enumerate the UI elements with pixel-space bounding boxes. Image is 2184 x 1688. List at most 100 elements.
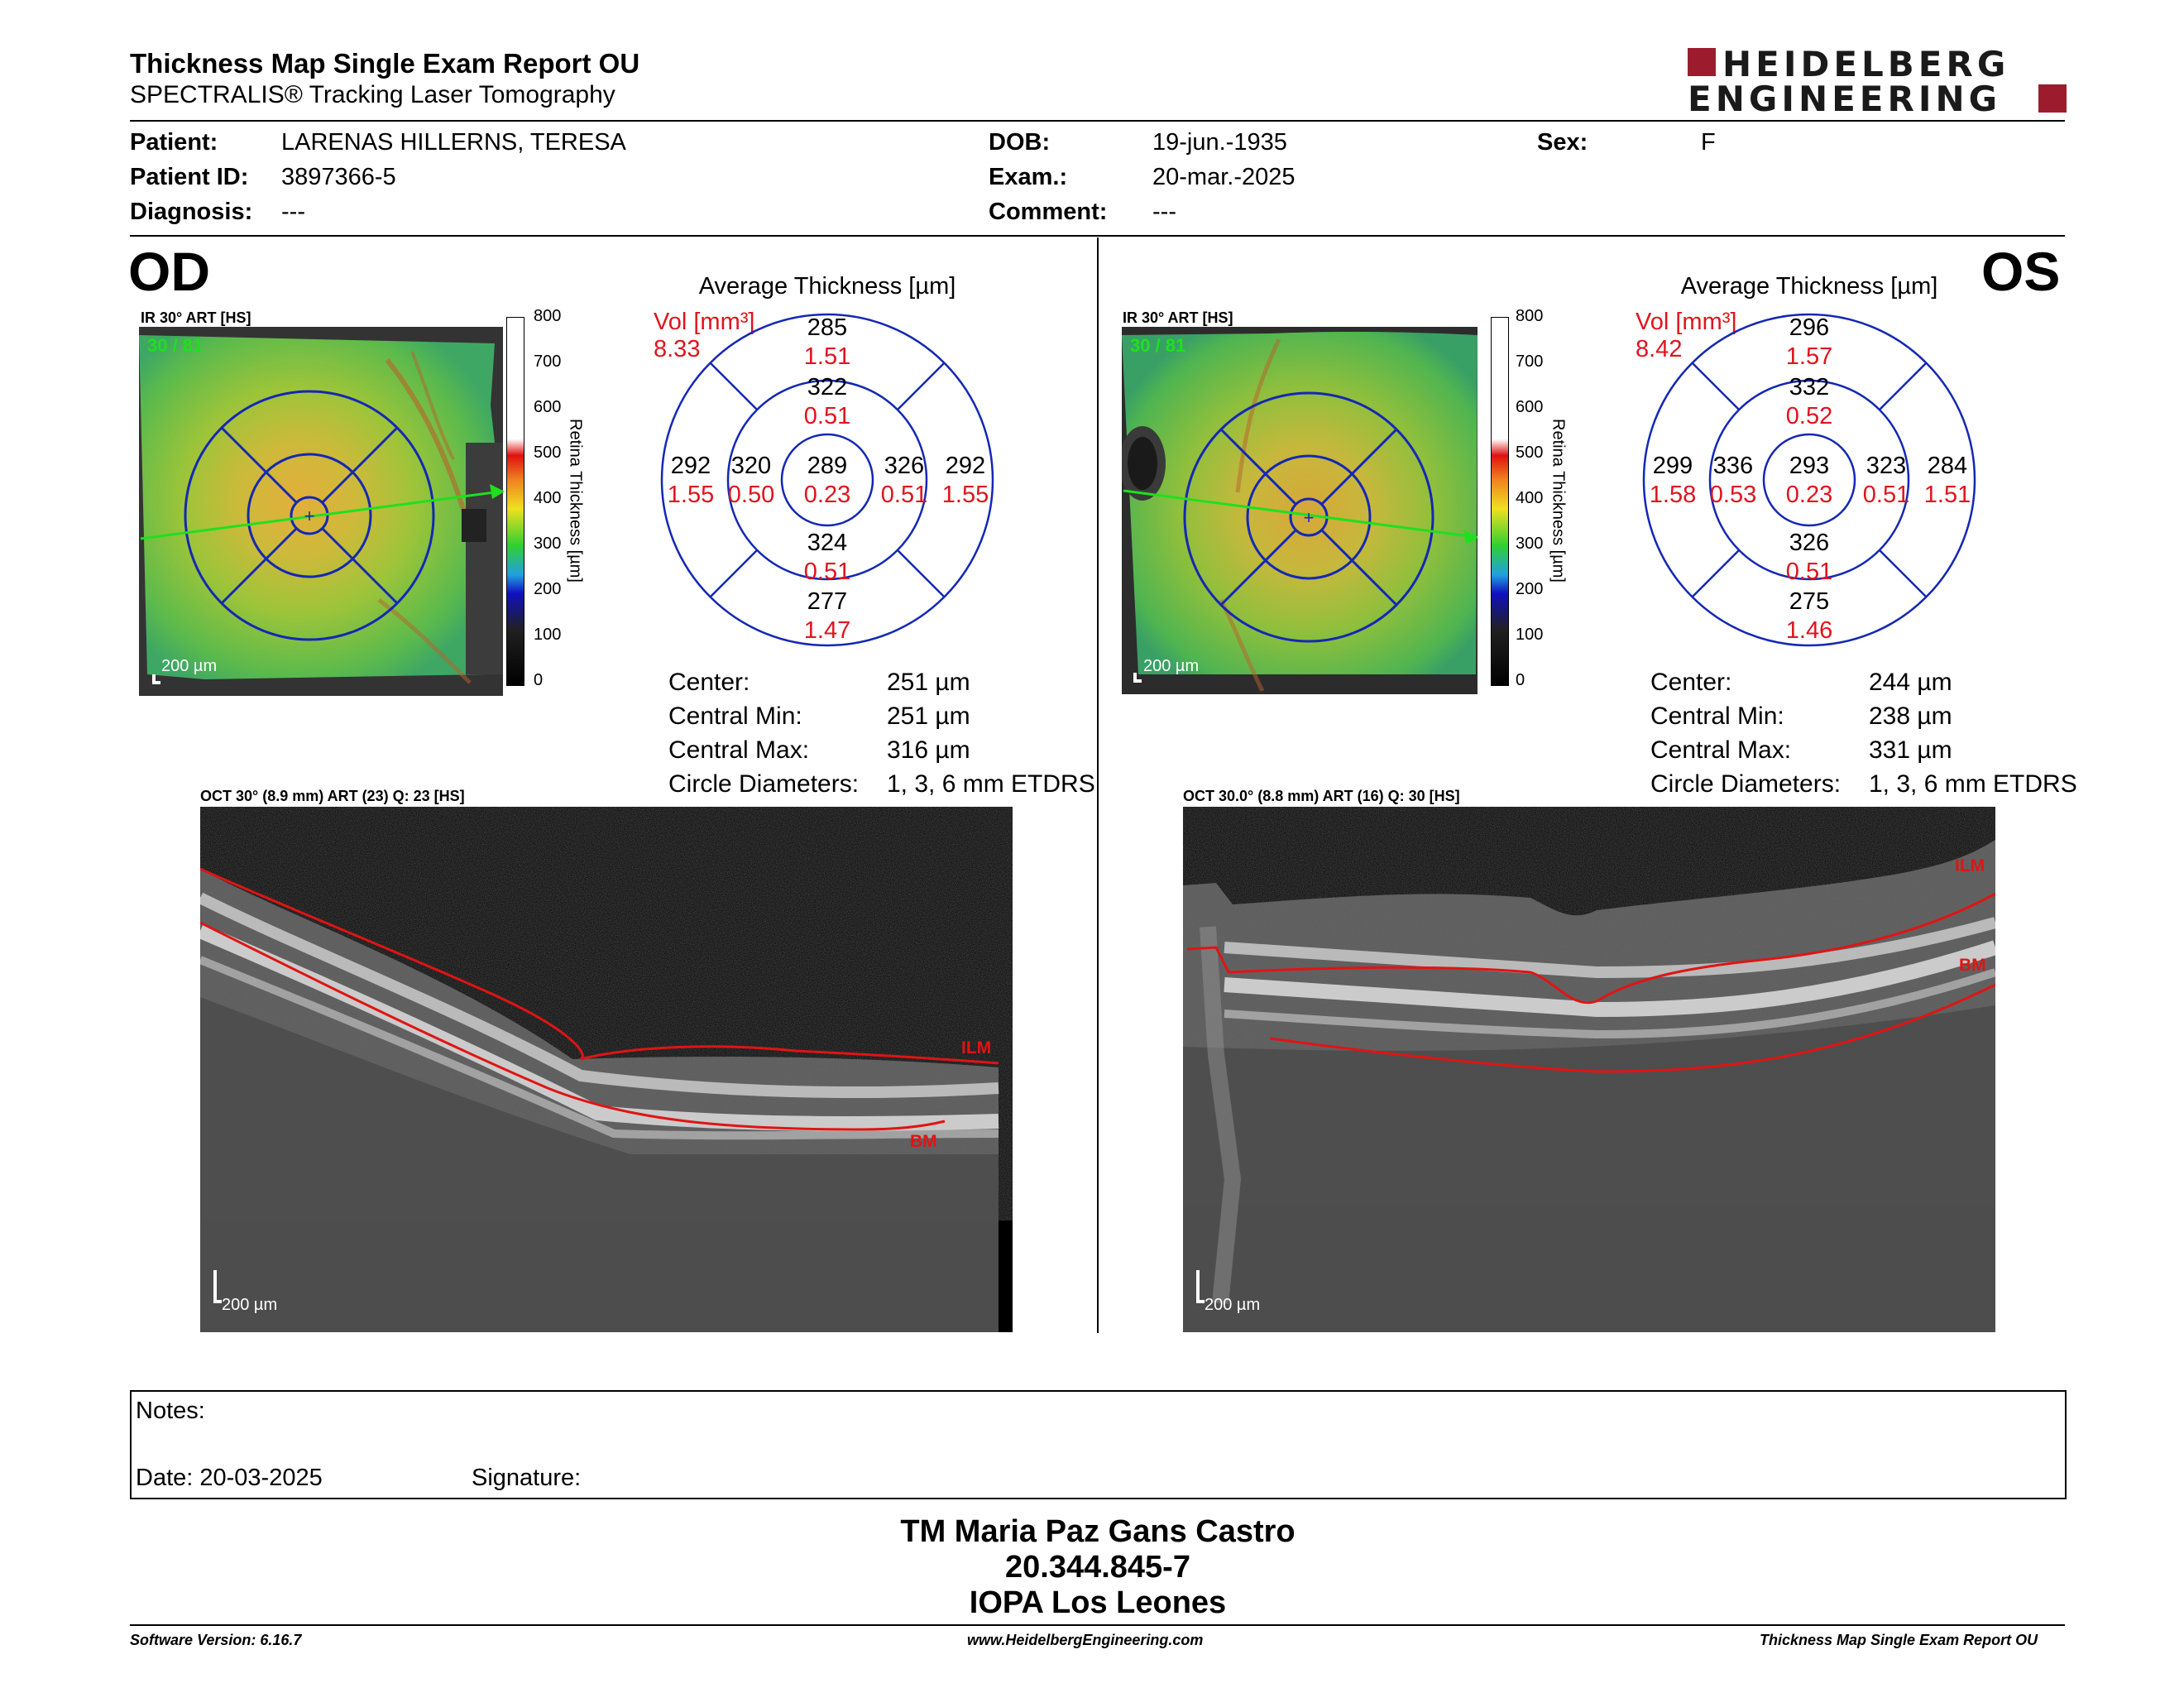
- od-oct-bscan: [200, 807, 1013, 1332]
- os-inner-temporal-volume: 0.51: [1862, 482, 1910, 508]
- od-max-label: Central Max:: [668, 736, 810, 764]
- od-bm-label: BM: [910, 1132, 937, 1151]
- od-outer-bottom-thickness: 277: [807, 588, 848, 615]
- website-link[interactable]: www.HeidelbergEngineering.com: [967, 1632, 1204, 1648]
- patient-id: 3897366-5: [281, 164, 396, 190]
- patient-label: Patient:: [130, 129, 218, 156]
- notes-label: Notes:: [136, 1398, 205, 1424]
- od-center-thickness: 289: [807, 453, 848, 479]
- os-outer-nasal-thickness: 299: [1652, 453, 1693, 479]
- os-center-label: Center:: [1650, 669, 1732, 696]
- od-colorbar-label: Retina Thickness [µm]: [566, 419, 585, 583]
- od-outer-nasal-thickness: 292: [670, 453, 711, 479]
- footer-report-name: Thickness Map Single Exam Report OU: [1760, 1632, 2038, 1648]
- diagnosis-value: ---: [281, 199, 305, 225]
- os-inner-top-thickness: 332: [1789, 374, 1830, 400]
- os-colorbar-ticks: 800 700 600 500 400 300 200 100 0: [1516, 307, 1544, 689]
- od-inner-bottom-volume: 0.51: [803, 559, 851, 585]
- os-thickness-map: +: [1122, 327, 1478, 694]
- signature-label: Signature:: [472, 1465, 582, 1491]
- od-outer-top-volume: 1.51: [803, 343, 851, 370]
- od-colorbar-ticks: 800 700 600 500 400 300 200 100 0: [534, 307, 562, 689]
- od-inner-bottom-thickness: 324: [807, 530, 848, 556]
- svg-text:+: +: [1304, 507, 1315, 528]
- comment-label: Comment:: [989, 199, 1108, 225]
- od-center-value: 251 µm: [887, 669, 970, 696]
- os-ir-label: IR 30° ART [HS]: [1123, 309, 1233, 326]
- os-vol-value: 8.42: [1636, 336, 1683, 362]
- date-label: Date: 20-03-2025: [136, 1465, 323, 1491]
- os-min-value: 238 µm: [1869, 703, 1952, 730]
- os-inner-bottom-volume: 0.51: [1785, 559, 1833, 585]
- dob-value: 19-jun.-1935: [1152, 129, 1287, 156]
- os-ir-scale: 200 µm: [1143, 657, 1200, 675]
- footer-divider: [130, 1624, 2065, 1626]
- patient-id-label: Patient ID:: [130, 164, 249, 190]
- os-oct-bscan: [1183, 807, 1995, 1332]
- od-inner-temporal-volume: 0.51: [880, 482, 928, 508]
- eye-divider: [1097, 237, 1099, 1333]
- os-outer-temporal-thickness: 284: [1927, 453, 1968, 479]
- exam-value: 20-mar.-2025: [1152, 164, 1296, 190]
- comment-value: ---: [1152, 199, 1176, 225]
- od-ir-overlay: 30 / 81: [147, 335, 204, 356]
- od-center-volume: 0.23: [803, 482, 851, 508]
- od-outer-bottom-volume: 1.47: [803, 617, 851, 644]
- os-center-volume: 0.23: [1785, 482, 1833, 508]
- od-outer-nasal-volume: 1.55: [667, 482, 715, 508]
- od-vol-value: 8.33: [654, 336, 701, 362]
- od-ir-label: IR 30° ART [HS]: [141, 309, 251, 326]
- os-inner-nasal-thickness: 336: [1712, 453, 1754, 479]
- sex-value: F: [1701, 129, 1716, 156]
- header-divider: [130, 120, 2065, 122]
- os-colorbar: [1491, 317, 1509, 686]
- od-diam-value: 1, 3, 6 mm ETDRS: [887, 770, 1095, 798]
- os-bm-label: BM: [1959, 956, 1986, 975]
- od-outer-top-thickness: 285: [807, 314, 848, 341]
- os-max-label: Central Max:: [1650, 736, 1792, 764]
- info-divider: [130, 235, 2065, 237]
- od-center-label: Center:: [668, 669, 750, 696]
- os-outer-top-thickness: 296: [1789, 314, 1830, 341]
- os-ir-overlay: 30 / 81: [1130, 335, 1186, 356]
- os-max-value: 331 µm: [1869, 736, 1952, 764]
- os-center-thickness: 293: [1789, 453, 1830, 479]
- report-subtitle: SPECTRALIS® Tracking Laser Tomography: [130, 81, 615, 108]
- od-etdrs-grid: [660, 313, 994, 647]
- patient-name: LARENAS HILLERNS, TERESA: [281, 129, 626, 156]
- os-diam-value: 1, 3, 6 mm ETDRS: [1869, 770, 2077, 798]
- od-inner-nasal-thickness: 320: [730, 453, 772, 479]
- os-outer-temporal-volume: 1.51: [1923, 482, 1971, 508]
- dob-label: DOB:: [989, 129, 1051, 156]
- os-diam-label: Circle Diameters:: [1650, 770, 1842, 798]
- notes-box[interactable]: [130, 1390, 2067, 1499]
- os-outer-nasal-volume: 1.58: [1649, 482, 1697, 508]
- od-thickness-map: +: [139, 327, 505, 696]
- os-colorbar-label: Retina Thickness [µm]: [1549, 419, 1568, 583]
- os-inner-nasal-volume: 0.53: [1709, 482, 1757, 508]
- od-ir-scale: 200 µm: [161, 657, 218, 675]
- od-colorbar: [506, 317, 524, 686]
- os-outer-bottom-volume: 1.46: [1785, 617, 1833, 644]
- od-oct-label: OCT 30° (8.9 mm) ART (23) Q: 23 [HS]: [200, 788, 465, 804]
- od-inner-nasal-volume: 0.50: [727, 482, 775, 508]
- exam-label: Exam.:: [989, 164, 1068, 190]
- os-outer-top-volume: 1.57: [1785, 343, 1833, 370]
- od-outer-temporal-thickness: 292: [945, 453, 986, 479]
- od-inner-top-thickness: 322: [807, 374, 848, 400]
- od-ilm-label: ILM: [961, 1038, 992, 1057]
- od-min-value: 251 µm: [887, 703, 970, 730]
- os-min-label: Central Min:: [1650, 703, 1784, 730]
- svg-text:+: +: [304, 506, 315, 526]
- os-eye-label: OS: [1981, 241, 2061, 302]
- od-inner-top-volume: 0.51: [803, 403, 851, 429]
- os-vol-label: Vol [mm³]: [1636, 309, 1737, 335]
- software-version: Software Version: 6.16.7: [130, 1632, 302, 1648]
- heidelberg-logo: HEIDELBERG ENGINEERING: [1688, 46, 2068, 117]
- od-oct-scale: 200 µm: [222, 1296, 278, 1314]
- od-vol-label: Vol [mm³]: [654, 309, 755, 335]
- od-outer-temporal-volume: 1.55: [941, 482, 989, 508]
- od-avg-title: Average Thickness [µm]: [698, 273, 956, 300]
- signer-institution: IOPA Los Leones: [969, 1585, 1227, 1620]
- os-oct-scale: 200 µm: [1205, 1296, 1261, 1314]
